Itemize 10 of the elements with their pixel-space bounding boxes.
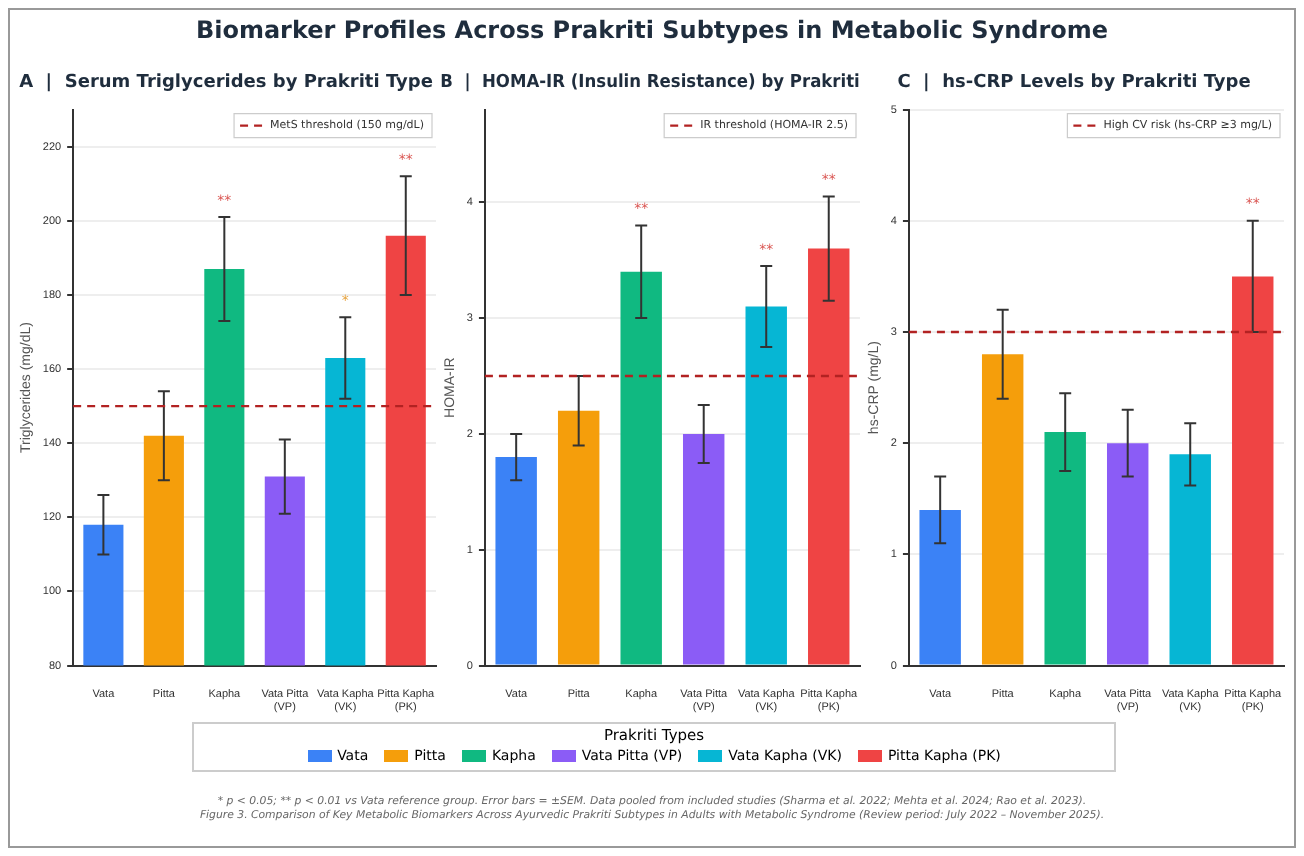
bar	[1106, 443, 1149, 665]
text: Biomarker Profiles Across Prakriti Subtypes in Metabolic Syndrome	[193, 16, 1111, 44]
chart-title: C | hs-CRP Levels by Prakriti Type	[897, 73, 1251, 94]
bar	[1169, 454, 1211, 665]
chart-title: B | HOMA-IR (Insulin Resistance) by Prakriti	[440, 72, 860, 94]
chart-title: A | Serum Triglycerides by Prakriti Type	[19, 73, 433, 94]
bar	[981, 354, 1024, 665]
bar	[919, 509, 961, 665]
bar	[1232, 276, 1274, 665]
bar	[1044, 432, 1086, 665]
